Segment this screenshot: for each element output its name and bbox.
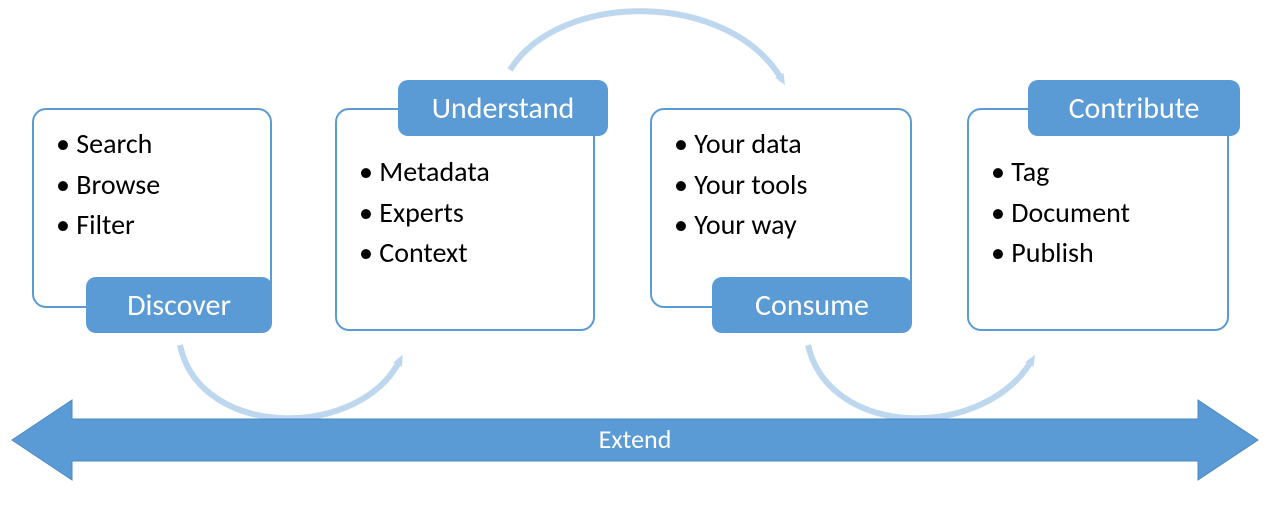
arc-consume-to-contribute — [808, 345, 1032, 418]
stage-badge-contribute: Contribute — [1028, 80, 1240, 136]
stage-badge-discover: Discover — [86, 277, 272, 333]
stage-item: Search — [56, 124, 252, 165]
stage-item: Document — [991, 193, 1209, 234]
stage-item: Your data — [674, 124, 892, 165]
diagram-canvas: SearchBrowseFilter Discover MetadataExpert… — [0, 0, 1270, 515]
stage-items-discover: SearchBrowseFilter — [56, 124, 252, 246]
stage-card-contribute: TagDocumentPublish — [967, 108, 1229, 331]
stage-item: Tag — [991, 152, 1209, 193]
stage-item: Filter — [56, 205, 252, 246]
stage-item: Your tools — [674, 165, 892, 206]
stage-item: Your way — [674, 205, 892, 246]
stage-item: Browse — [56, 165, 252, 206]
stage-badge-consume: Consume — [712, 277, 912, 333]
stage-badge-understand: Understand — [398, 80, 608, 136]
arc-discover-to-understand — [180, 345, 400, 418]
stage-item: Experts — [359, 193, 575, 234]
extend-label: Extend — [535, 423, 735, 455]
stage-item: Metadata — [359, 152, 575, 193]
stage-items-understand: MetadataExpertsContext — [359, 152, 575, 274]
arc-understand-to-consume — [510, 11, 782, 80]
stage-card-understand: MetadataExpertsContext — [335, 108, 595, 331]
stage-items-consume: Your dataYour toolsYour way — [674, 124, 892, 246]
stage-item: Context — [359, 233, 575, 274]
stage-item: Publish — [991, 233, 1209, 274]
stage-items-contribute: TagDocumentPublish — [991, 152, 1209, 274]
